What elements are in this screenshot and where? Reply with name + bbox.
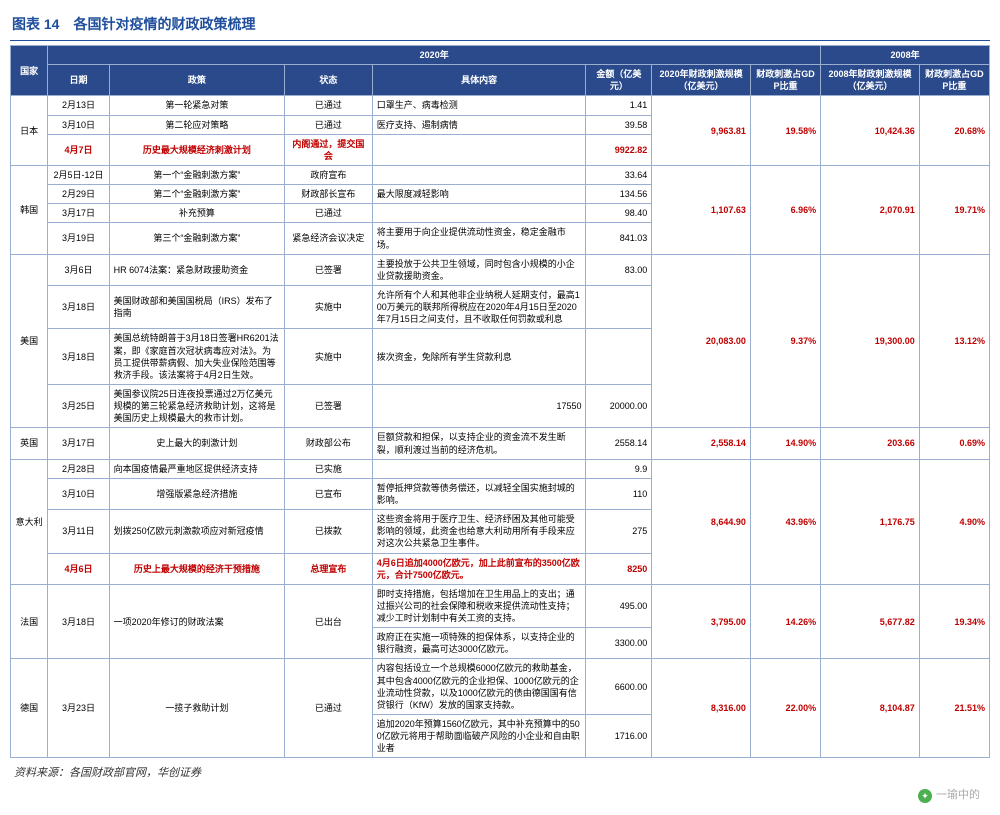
- col-amount: 金额（亿美元）: [586, 65, 652, 96]
- wechat-icon: ✦: [918, 789, 932, 803]
- col-2020-group: 2020年: [48, 46, 821, 65]
- policy-table: 国家 2020年 2008年 日期 政策 状态 具体内容 金额（亿美元） 202…: [10, 45, 990, 758]
- country-cell: 韩国: [11, 165, 48, 254]
- country-cell: 法国: [11, 584, 48, 659]
- table-row: 英国 3月17日 史上最大的刺激计划 财政部公布 巨额贷款和担保，以支持企业的资…: [11, 428, 990, 459]
- table-row: 韩国 2月5日-12日 第一个“金融刺激方案” 政府宣布 33.64 1,107…: [11, 165, 990, 184]
- col-scale2008: 2008年财政刺激规模（亿美元）: [821, 65, 920, 96]
- chart-title: 图表 14 各国针对疫情的财政政策梳理: [10, 10, 990, 41]
- country-cell: 德国: [11, 659, 48, 758]
- table-row: 美国 3月6日 HR 6074法案：紧急财政援助资金 已签署 主要投放于公共卫生…: [11, 254, 990, 285]
- table-row: 德国 3月23日 一揽子救助计划 已通过 内容包括设立一个总规模6000亿欧元的…: [11, 659, 990, 715]
- footer-credit: ✦一瑜中的: [10, 780, 990, 804]
- col-country: 国家: [11, 46, 48, 96]
- col-gdp2008: 财政刺激占GDP比重: [919, 65, 989, 96]
- country-cell: 美国: [11, 254, 48, 428]
- country-cell: 意大利: [11, 459, 48, 584]
- source-note: 资料来源：各国财政部官网，华创证券: [10, 764, 990, 780]
- col-date: 日期: [48, 65, 109, 96]
- col-2008-group: 2008年: [821, 46, 990, 65]
- col-gdp2020: 财政刺激占GDP比重: [750, 65, 820, 96]
- country-cell: 英国: [11, 428, 48, 459]
- table-row: 意大利 2月28日 向本国疫情最严重地区提供经济支持 已实施 9.9 8,644…: [11, 459, 990, 478]
- col-detail: 具体内容: [372, 65, 586, 96]
- col-status: 状态: [285, 65, 373, 96]
- col-scale2020: 2020年财政刺激规模（亿美元）: [652, 65, 751, 96]
- table-row: 法国 3月18日 一项2020年修订的财政法案 已出台 即时支持措施，包括增加在…: [11, 584, 990, 627]
- col-policy: 政策: [109, 65, 284, 96]
- country-cell: 日本: [11, 96, 48, 166]
- table-row: 日本 2月13日 第一轮紧急对策 已通过 口罩生产、病毒检测 1.41 9,96…: [11, 96, 990, 115]
